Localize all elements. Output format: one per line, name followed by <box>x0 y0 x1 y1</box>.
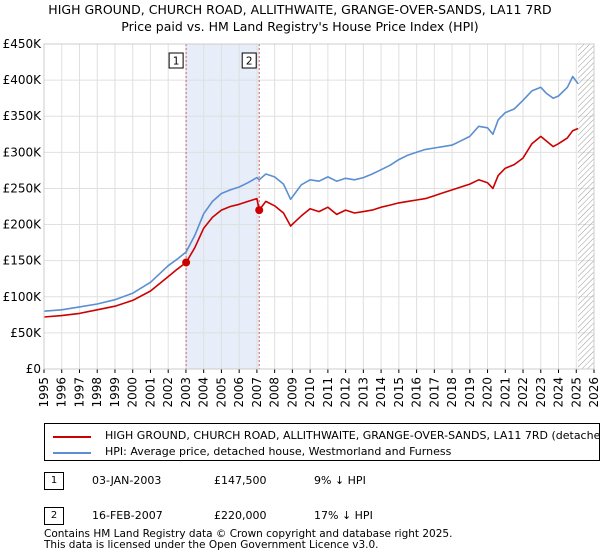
x-tick-label: 2021 <box>498 377 512 408</box>
x-tick-label: 2016 <box>410 377 424 408</box>
x-tick-label: 2023 <box>534 377 548 408</box>
x-tick-label: 1995 <box>37 377 51 408</box>
sale-number-box <box>241 52 257 69</box>
series-line-property <box>43 127 579 318</box>
legend-label-property: HIGH GROUND, CHURCH ROAD, ALLITHWAITE, G… <box>105 429 600 442</box>
sale-hpi-diff: 17% ↓ HPI <box>314 509 373 522</box>
legend-swatch-property <box>53 436 91 438</box>
sale-date: 03-JAN-2003 <box>92 474 162 487</box>
x-tick-label: 2001 <box>143 377 157 408</box>
sale-point <box>255 206 264 215</box>
x-tick-label: 2013 <box>356 377 370 408</box>
sale-number-badge: 1 <box>44 472 64 490</box>
sale-price: £220,000 <box>214 509 267 522</box>
y-tick-label: £0 <box>26 362 41 376</box>
x-tick-label: 2002 <box>161 377 175 408</box>
legend: HIGH GROUND, CHURCH ROAD, ALLITHWAITE, G… <box>44 423 600 461</box>
sale-number-label: 2 <box>246 56 253 68</box>
footer-attribution: Contains HM Land Registry data © Crown c… <box>44 529 452 551</box>
price-chart: 1 2 £0 £50K £100K £150K £200K £250K £300K £350K £… <box>3 37 600 408</box>
y-tick-label: £300K <box>3 145 43 159</box>
x-tick-label: 1998 <box>90 377 104 408</box>
legend-label-hpi: HPI: Average price, detached house, West… <box>105 445 452 458</box>
x-tick-label: 2015 <box>392 377 406 408</box>
sale-point <box>182 258 191 267</box>
x-tick-label: 1999 <box>108 377 122 408</box>
sale-number-box <box>168 52 184 69</box>
x-tick-label: 2003 <box>179 377 193 408</box>
plot-area <box>43 43 595 370</box>
x-tick-label: 2000 <box>126 377 140 408</box>
x-tick-label: 2007 <box>250 377 264 408</box>
x-tick-label: 2008 <box>268 377 282 408</box>
y-tick-label: £450K <box>3 37 43 51</box>
y-tick-label: £150K <box>3 254 43 268</box>
x-tick-label: 2020 <box>481 377 495 408</box>
x-tick-label: 2012 <box>339 377 353 408</box>
sale-date: 16-FEB-2007 <box>92 509 163 522</box>
x-tick-label: 2025 <box>569 377 583 408</box>
chart-title: HIGH GROUND, CHURCH ROAD, ALLITHWAITE, G… <box>48 2 552 17</box>
sale-price: £147,500 <box>214 474 267 487</box>
legend-swatch-hpi <box>53 452 91 454</box>
x-tick-label: 1997 <box>72 377 86 408</box>
sale-number-label: 1 <box>173 56 180 68</box>
ownership-period-shade <box>186 44 260 369</box>
y-tick-label: £200K <box>3 218 43 232</box>
sale-hpi-diff: 9% ↓ HPI <box>314 474 366 487</box>
y-tick-label: £400K <box>3 73 43 87</box>
x-tick-label: 2022 <box>516 377 530 408</box>
x-tick-label: 2011 <box>321 377 335 408</box>
y-tick-label: £100K <box>3 290 43 304</box>
forecast-hatch-region <box>578 44 594 369</box>
x-tick-label: 2004 <box>197 377 211 408</box>
y-tick-label: £50K <box>10 326 42 340</box>
x-tick-label: 2019 <box>463 377 477 408</box>
footer-line-copyright: Contains HM Land Registry data © Crown c… <box>44 528 453 540</box>
x-tick-label: 2026 <box>587 377 600 408</box>
x-tick-label: 2017 <box>427 377 441 408</box>
x-tick-label: 2009 <box>285 377 299 408</box>
footer-line-licence: This data is licensed under the Open Gov… <box>44 539 379 551</box>
x-tick-label: 2024 <box>552 377 566 408</box>
sale-number-badge: 2 <box>44 507 64 525</box>
x-tick-label: 2006 <box>232 377 246 408</box>
x-tick-label: 2018 <box>445 377 459 408</box>
chart-subtitle: Price paid vs. HM Land Registry's House … <box>121 19 479 34</box>
series-line-hpi <box>43 75 579 312</box>
y-tick-label: £250K <box>3 181 43 195</box>
x-tick-label: 2005 <box>214 377 228 408</box>
x-tick-label: 2010 <box>303 377 317 408</box>
y-tick-label: £350K <box>3 109 43 123</box>
x-tick-label: 1996 <box>55 377 69 408</box>
x-tick-label: 2014 <box>374 377 388 408</box>
